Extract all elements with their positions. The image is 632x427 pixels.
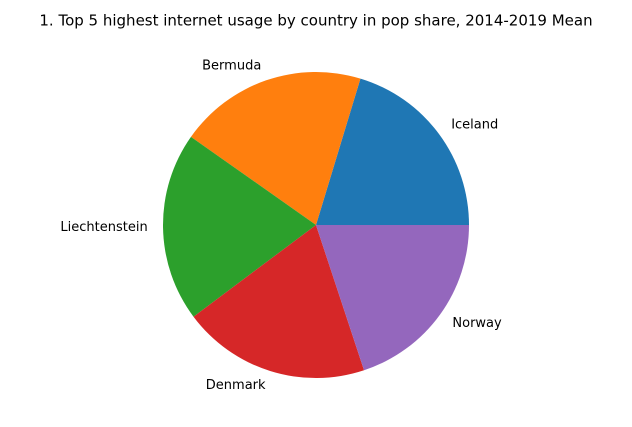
slice-label: Bermuda (202, 58, 261, 73)
slice-label: Liechtenstein (60, 220, 147, 235)
slice-label: Norway (452, 316, 502, 331)
slice-label: Denmark (206, 378, 266, 393)
slice-label: Iceland (451, 117, 498, 132)
pie-slice (316, 225, 469, 371)
pie-slice (193, 225, 365, 379)
pie-slice (163, 136, 316, 317)
pie-slice (190, 72, 361, 225)
chart-title: 1. Top 5 highest internet usage by count… (39, 12, 592, 30)
pie-slice (316, 78, 469, 225)
